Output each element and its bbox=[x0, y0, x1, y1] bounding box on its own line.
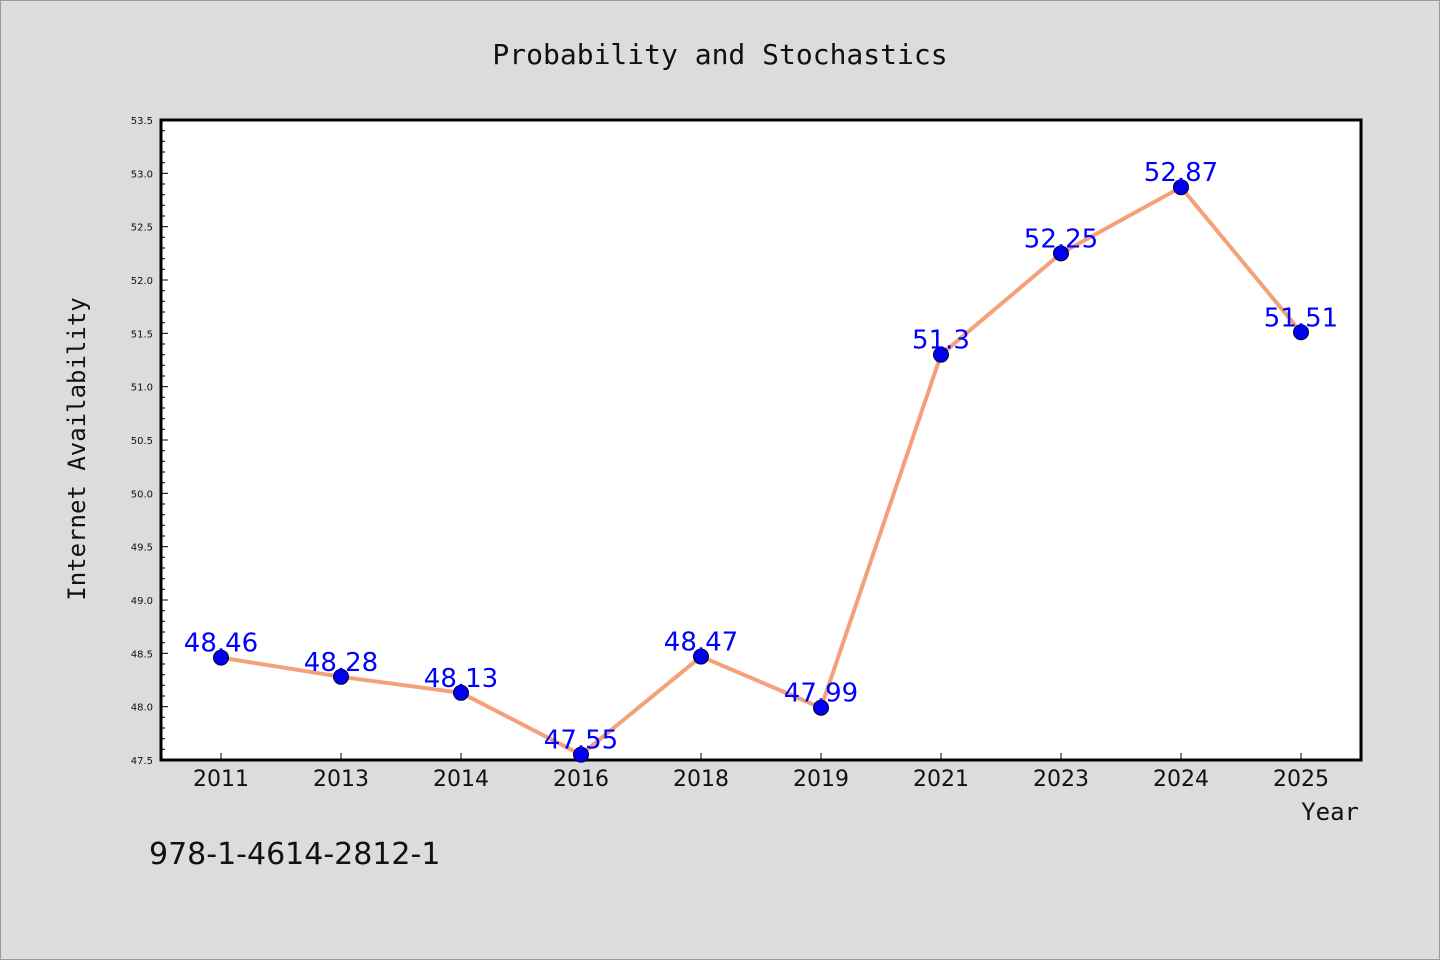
y-tick-label: 51.0 bbox=[131, 383, 153, 394]
x-tick-label: 2024 bbox=[1153, 767, 1209, 792]
x-tick-label: 2025 bbox=[1273, 767, 1329, 792]
x-tick-label: 2023 bbox=[1033, 767, 1089, 792]
y-tick-label: 48.0 bbox=[131, 703, 153, 714]
data-labels: 48.46 48.28 48.13 47.55 48.47 47.99 51.3 52.25 5… bbox=[184, 158, 1338, 755]
series-line bbox=[213, 179, 1309, 763]
y-axis-label: Internet Availability bbox=[63, 297, 91, 600]
data-label: 48.28 bbox=[304, 648, 378, 678]
y-tick-label: 48.5 bbox=[131, 649, 153, 660]
data-label: 47.55 bbox=[544, 726, 618, 756]
x-tick-label: 2021 bbox=[913, 767, 969, 792]
footer-text: 978-1-4614-2812-1 bbox=[149, 837, 440, 872]
data-label: 52.25 bbox=[1024, 224, 1098, 254]
data-point bbox=[1173, 179, 1189, 196]
data-label: 52.87 bbox=[1144, 158, 1218, 188]
y-tick-label: 53.0 bbox=[131, 169, 153, 180]
data-point bbox=[573, 746, 589, 763]
series-line-path bbox=[220, 185, 1303, 757]
y-tick-label: 52.0 bbox=[131, 276, 153, 287]
plot-area bbox=[159, 118, 1363, 762]
data-label: 48.13 bbox=[424, 664, 498, 694]
data-point bbox=[933, 346, 949, 363]
data-point bbox=[1053, 245, 1069, 262]
y-tick-label: 50.0 bbox=[131, 489, 153, 500]
data-point bbox=[453, 684, 469, 701]
data-label: 48.46 bbox=[184, 629, 258, 659]
y-tick-label: 50.5 bbox=[131, 436, 153, 447]
y-tick-label: 49.0 bbox=[131, 596, 153, 607]
y-tick-label: 49.5 bbox=[131, 543, 153, 554]
data-point bbox=[813, 699, 829, 716]
x-tick-label: 2018 bbox=[673, 767, 729, 792]
chart-title: Probability and Stochastics bbox=[492, 38, 947, 71]
data-point bbox=[1293, 324, 1309, 341]
data-point bbox=[693, 648, 709, 665]
y-tick-label: 51.5 bbox=[131, 329, 153, 340]
x-axis: 2011 2013 2014 2016 2018 2019 2021 2023 2024 2025 bbox=[193, 753, 1329, 792]
data-label: 51.51 bbox=[1264, 303, 1338, 333]
x-tick-label: 2016 bbox=[553, 767, 609, 792]
x-tick-label: 2011 bbox=[193, 767, 249, 792]
data-point bbox=[333, 668, 349, 685]
y-tick-label: 53.5 bbox=[131, 116, 153, 127]
x-tick-label: 2014 bbox=[433, 767, 489, 792]
data-point bbox=[213, 649, 229, 666]
data-label: 48.47 bbox=[664, 628, 738, 658]
data-label: 47.99 bbox=[784, 679, 858, 709]
x-tick-label: 2013 bbox=[313, 767, 369, 792]
data-label: 51.3 bbox=[912, 326, 970, 356]
x-axis-label: Year bbox=[1301, 798, 1359, 826]
y-axis: 47.5 48.0 48.5 49.0 49.5 50.0 50.5 51.0 51.5 52.0… bbox=[131, 116, 168, 767]
y-tick-label: 52.5 bbox=[131, 223, 153, 234]
y-tick-label: 47.5 bbox=[131, 756, 153, 767]
x-tick-label: 2019 bbox=[793, 767, 849, 792]
